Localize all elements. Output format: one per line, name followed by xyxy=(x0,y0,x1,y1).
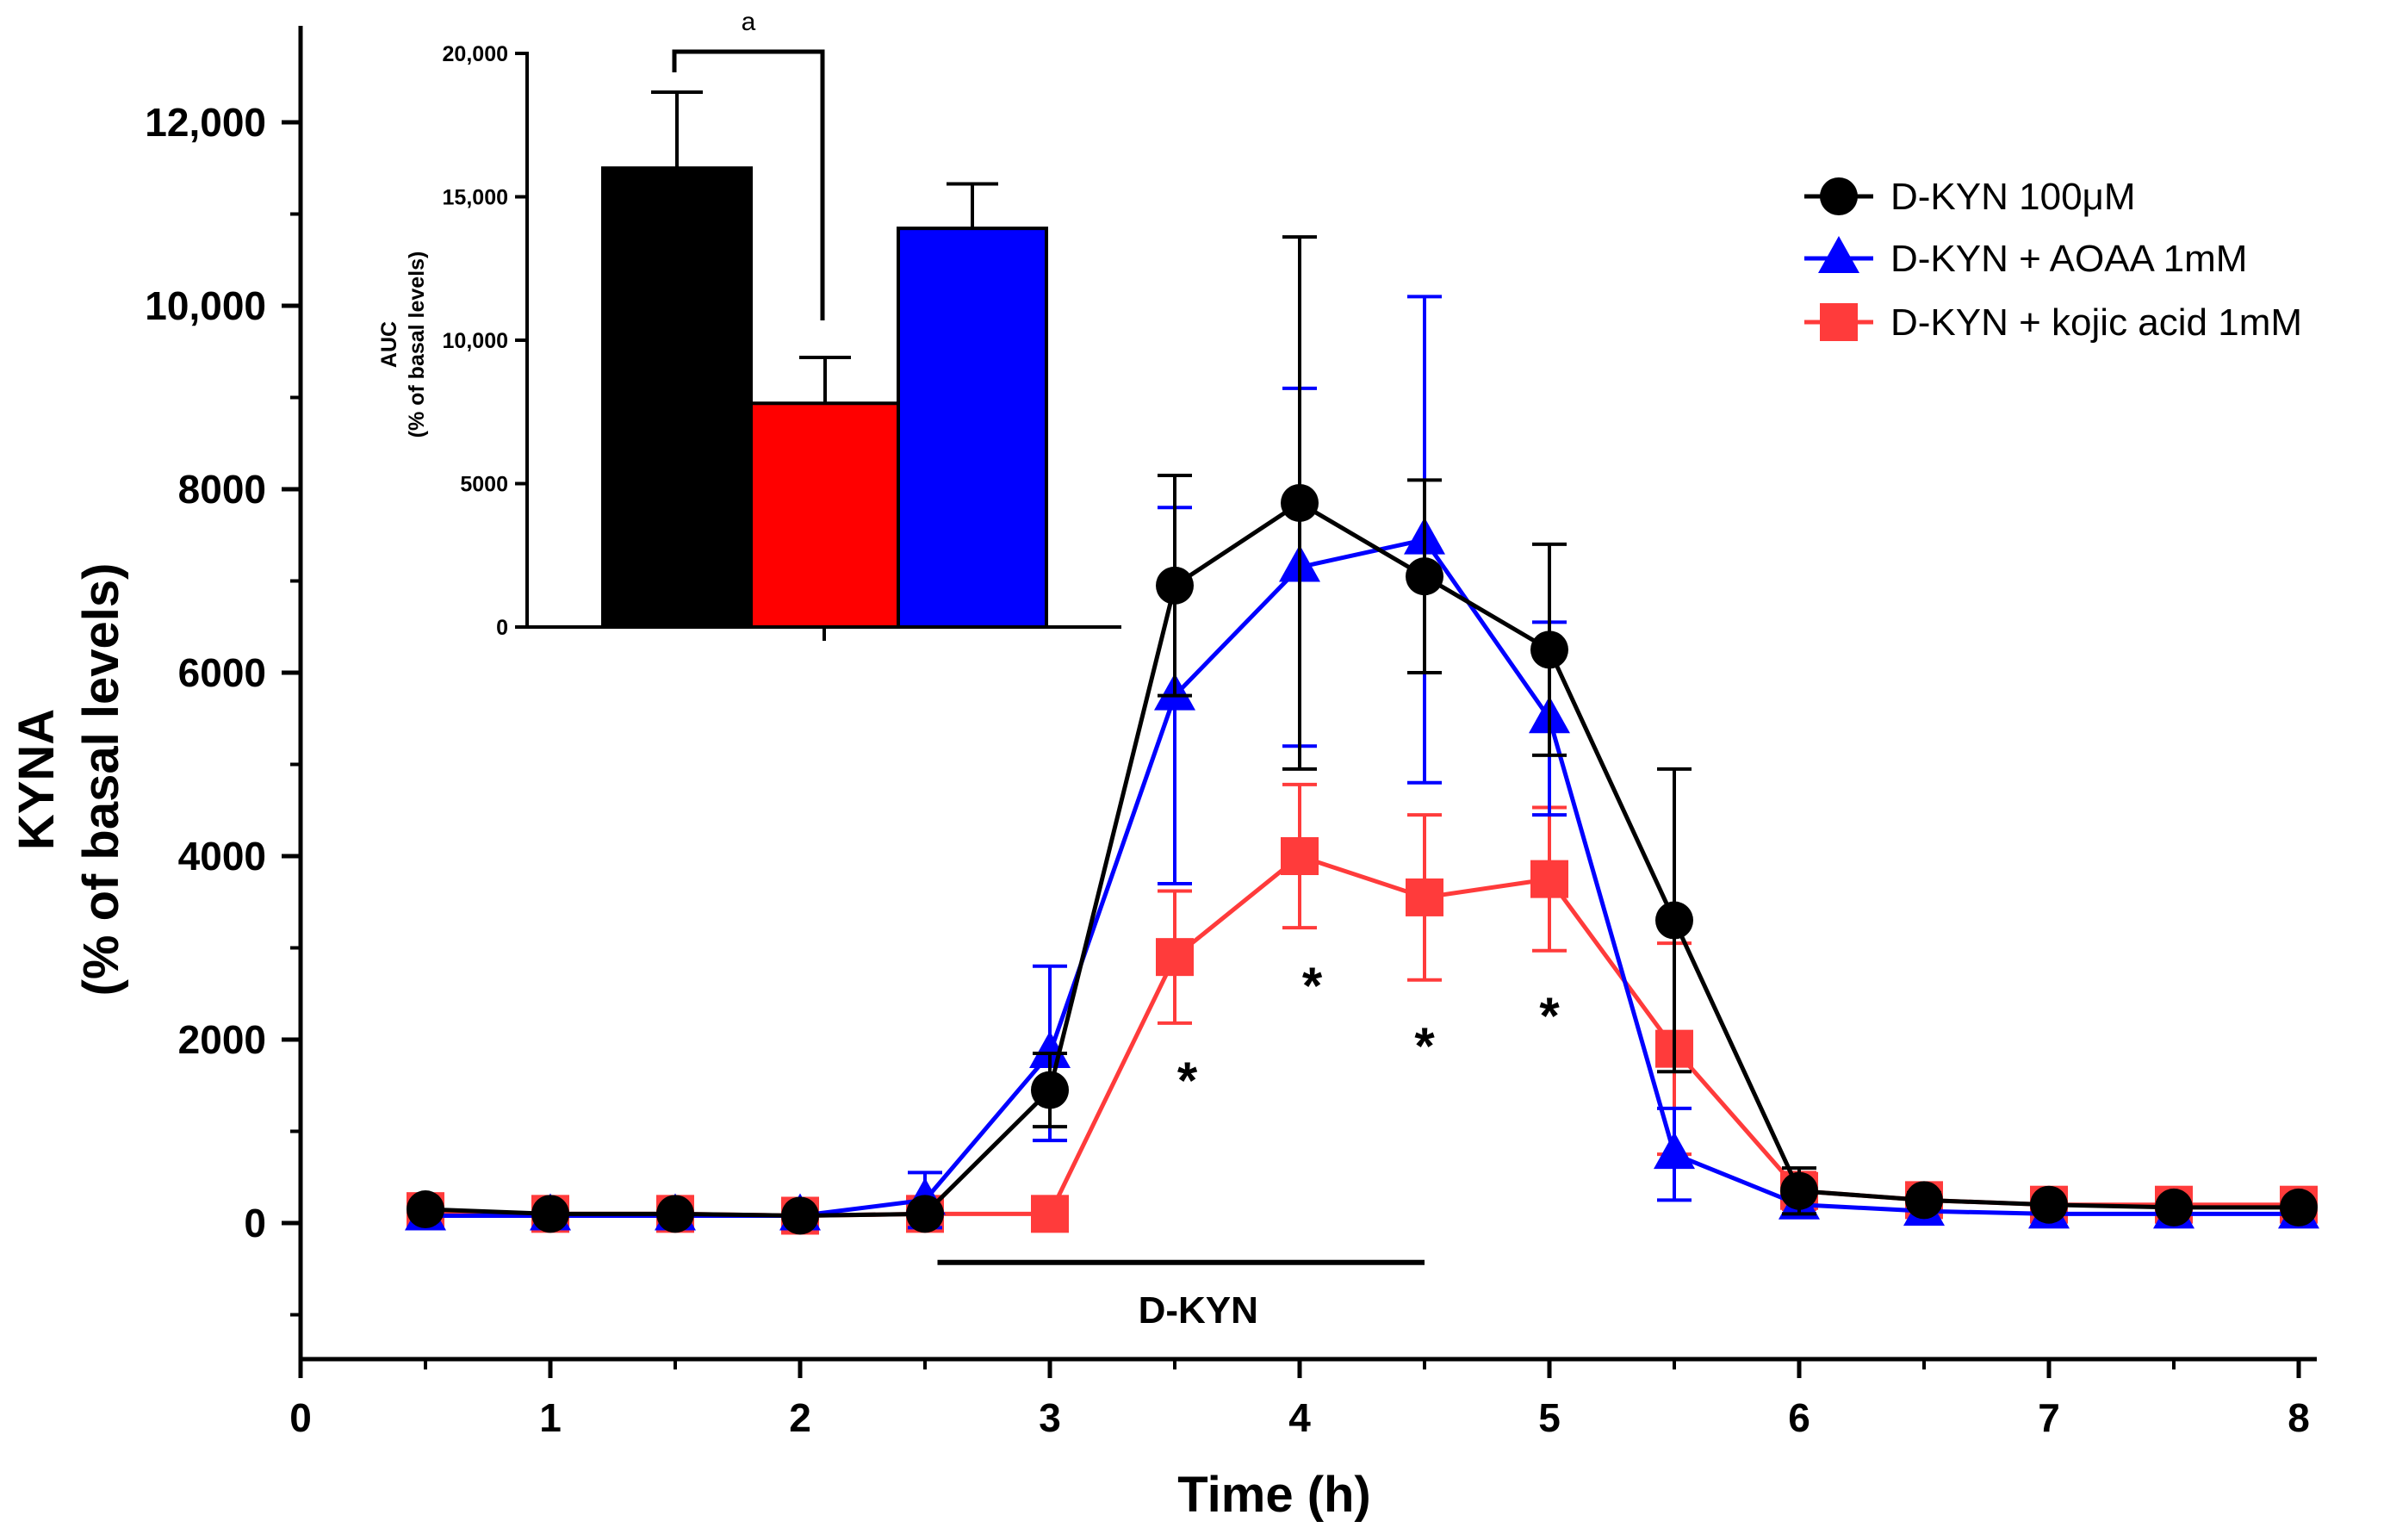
inset-significance-label: a xyxy=(742,8,756,36)
x-tick-label: 6 xyxy=(1788,1395,1810,1440)
data-point-triangle xyxy=(1654,1132,1695,1170)
data-point-square xyxy=(1406,878,1443,916)
data-point-circle xyxy=(2280,1188,2318,1226)
series-0 xyxy=(407,235,2318,1235)
inset-y-tick-label: 10,000 xyxy=(443,329,508,353)
legend-item-1: D-KYN + AOAA 1mM xyxy=(1804,236,2247,280)
data-point-circle xyxy=(2030,1185,2068,1224)
data-point-circle xyxy=(1156,566,1194,605)
significance-star: * xyxy=(1414,1017,1435,1075)
data-point-circle xyxy=(2155,1188,2193,1226)
x-tick-label: 4 xyxy=(1288,1395,1311,1440)
data-point-square xyxy=(1156,938,1194,977)
x-axis-title: Time (h) xyxy=(1177,1467,1371,1523)
x-tick-label: 8 xyxy=(2288,1395,2310,1440)
data-point-circle xyxy=(656,1195,694,1233)
legend-item-0: D-KYN 100μM xyxy=(1804,176,2136,218)
data-point-circle xyxy=(1281,483,1319,522)
inset-y-title-line2: (% of basal levels) xyxy=(405,251,429,438)
x-tick-label: 7 xyxy=(2038,1395,2060,1440)
legend-label: D-KYN + AOAA 1mM xyxy=(1890,238,2247,280)
y-tick-label: 4000 xyxy=(178,834,266,879)
significance-star: * xyxy=(1539,987,1560,1045)
inset-bar-2 xyxy=(897,227,1048,629)
y-tick-label: 2000 xyxy=(178,1017,266,1062)
legend: D-KYN 100μM D-KYN + AOAA 1mM D-KYN + kojic… xyxy=(1804,176,2302,344)
legend-marker-triangle xyxy=(1818,236,1859,273)
data-point-circle xyxy=(1655,901,1693,940)
y-tick-label: 10,000 xyxy=(145,283,266,328)
x-tick-label: 2 xyxy=(789,1395,811,1440)
x-tick-label: 3 xyxy=(1039,1395,1061,1440)
legend-label: D-KYN + kojic acid 1mM xyxy=(1890,301,2302,344)
data-point-triangle xyxy=(1029,1030,1071,1068)
series-line xyxy=(425,854,2299,1218)
legend-marker-square xyxy=(1820,303,1858,341)
data-point-circle xyxy=(1530,630,1568,669)
data-point-circle xyxy=(407,1190,444,1229)
data-point-circle xyxy=(906,1195,944,1233)
data-point-square xyxy=(1281,837,1319,875)
series-2 xyxy=(407,782,2318,1235)
data-point-circle xyxy=(1780,1171,1818,1210)
data-point-square xyxy=(1530,860,1568,898)
y-tick-label: 0 xyxy=(244,1201,266,1245)
data-point-circle xyxy=(781,1196,819,1235)
y-tick-label: 12,000 xyxy=(145,100,266,145)
inset-significance-bracket xyxy=(672,49,825,320)
legend-marker-circle xyxy=(1820,177,1858,215)
x-tick-label: 5 xyxy=(1538,1395,1561,1440)
y-axis-title-line2: (% of basal levels) xyxy=(73,563,129,997)
x-tick-label: 0 xyxy=(289,1395,312,1440)
x-tick-label: 1 xyxy=(539,1395,562,1440)
inset-bar-1 xyxy=(749,401,901,629)
y-tick-label: 8000 xyxy=(178,467,266,512)
data-point-square xyxy=(1031,1195,1069,1233)
inset-y-tick-label: 20,000 xyxy=(443,42,508,66)
inset-bar-0 xyxy=(601,166,753,629)
data-point-circle xyxy=(1905,1181,1943,1220)
legend-item-2: D-KYN + kojic acid 1mM xyxy=(1804,301,2302,344)
data-point-circle xyxy=(1406,557,1443,596)
main-line-chart: 0 2000 4000 6000 8000 10,000 12,000 0 1 2 3 4 5 6 7 8 Ti… xyxy=(9,26,2319,1523)
inset-auc-bar-chart: 0 5000 10,000 15,000 20,000 AUC (% of basal le… xyxy=(377,8,1121,641)
inset-y-tick-label: 5000 xyxy=(460,473,508,497)
legend-label: D-KYN 100μM xyxy=(1890,176,2136,218)
data-point-circle xyxy=(531,1195,569,1233)
data-point-circle xyxy=(1031,1071,1069,1109)
y-tick-label: 6000 xyxy=(178,650,266,695)
inset-y-tick-label: 0 xyxy=(496,616,508,640)
y-axis-title-line1: KYNA xyxy=(9,709,65,850)
significance-star: * xyxy=(1302,957,1323,1015)
inset-y-title-line1: AUC xyxy=(377,321,401,368)
d-kyn-bar-label: D-KYN xyxy=(1139,1289,1258,1332)
series-line xyxy=(425,500,2299,1218)
significance-star: * xyxy=(1177,1052,1198,1109)
inset-y-tick-label: 15,000 xyxy=(443,186,508,210)
